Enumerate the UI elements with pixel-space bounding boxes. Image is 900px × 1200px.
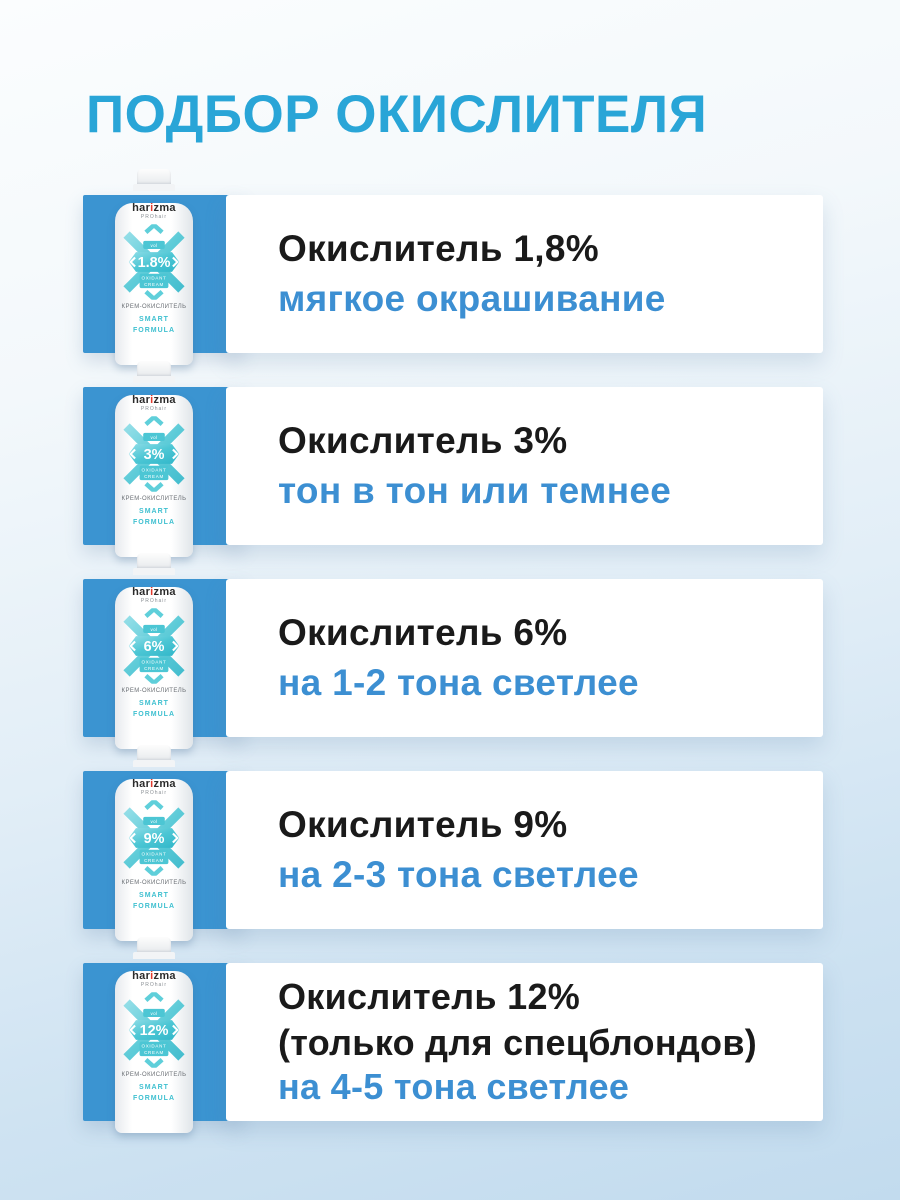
oxidizer-effect: мягкое окрашивание [278, 277, 666, 319]
brand-sub-logo: PROhair [140, 598, 168, 604]
oxidizer-rows: Окислитель 1,8% мягкое окрашивание hariz… [83, 169, 823, 1155]
bottle-cap [137, 169, 171, 185]
oxidizer-bottle-image: harizma PROhair vol 1.8% OXIDANT CREAM К… [107, 169, 201, 365]
svg-text:vol: vol [150, 1011, 157, 1016]
svg-text:OXIDANT: OXIDANT [141, 1044, 166, 1049]
cream-oxidizer-label: КРЕМ-ОКИСЛИТЕЛЬ [121, 880, 187, 886]
brand-logo: harizma [132, 202, 176, 214]
bottle-neck [133, 568, 175, 575]
oxidizer-bottle-image: harizma PROhair vol 6% OXIDANT CREAM КРЕ… [107, 553, 201, 749]
bottle-body: harizma PROhair vol 6% OXIDANT CREAM КРЕ… [115, 587, 193, 749]
bottle-cap [137, 553, 171, 569]
info-card: Окислитель 1,8% мягкое окрашивание [226, 195, 823, 353]
brand-logo: harizma [132, 778, 176, 790]
svg-text:OXIDANT: OXIDANT [141, 468, 166, 473]
oxidizer-title: Окислитель 3% [278, 420, 568, 462]
smart-formula-label: SMART FORMULA [133, 316, 175, 334]
oxidizer-effect: на 1-2 тона светлее [278, 661, 639, 703]
snowflake-label-icon: vol 1.8% OXIDANT CREAM [118, 224, 190, 300]
percent-label: 6% [144, 639, 165, 655]
smart-formula-label: SMART FORMULA [133, 892, 175, 910]
oxidizer-title: Окислитель 9% [278, 804, 568, 846]
oxidizer-row-9: Окислитель 9% на 2-3 тона светлее harizm… [83, 745, 823, 941]
svg-text:OXIDANT: OXIDANT [141, 660, 166, 665]
oxidizer-title: Окислитель 12% [278, 976, 581, 1018]
percent-label: 3% [144, 447, 165, 463]
info-card: Окислитель 6% на 1-2 тона светлее [226, 579, 823, 737]
percent-label: 1.8% [138, 255, 171, 271]
bottle-body: harizma PROhair vol 9% OXIDANT CREAM КРЕ… [115, 779, 193, 941]
snowflake-label-icon: vol 3% OXIDANT CREAM [118, 416, 190, 492]
bottle-neck [133, 376, 175, 383]
oxidizer-effect: тон в тон или темнее [278, 469, 672, 511]
svg-text:CREAM: CREAM [144, 666, 164, 671]
snowflake-label-icon: vol 12% OXIDANT CREAM [118, 992, 190, 1068]
snowflake-label-icon: vol 9% OXIDANT CREAM [118, 800, 190, 876]
svg-text:vol: vol [150, 627, 157, 632]
brand-sub-logo: PROhair [140, 214, 168, 220]
page-title: ПОДБОР ОКИСЛИТЕЛЯ [86, 85, 708, 144]
oxidizer-row-3: Окислитель 3% тон в тон или темнее hariz… [83, 361, 823, 557]
snowflake-label-icon: vol 6% OXIDANT CREAM [118, 608, 190, 684]
bottle-neck [133, 952, 175, 959]
brand-sub-logo: PROhair [140, 982, 168, 988]
oxidizer-row-6: Окислитель 6% на 1-2 тона светлее harizm… [83, 553, 823, 749]
bottle-neck [133, 760, 175, 767]
smart-formula-label: SMART FORMULA [133, 508, 175, 526]
brand-logo: harizma [132, 394, 176, 406]
brand-logo: harizma [132, 586, 176, 598]
info-card: Окислитель 9% на 2-3 тона светлее [226, 771, 823, 929]
svg-text:OXIDANT: OXIDANT [141, 852, 166, 857]
info-card: Окислитель 3% тон в тон или темнее [226, 387, 823, 545]
percent-label: 12% [140, 1023, 169, 1039]
brand-sub-logo: PROhair [140, 790, 168, 796]
oxidizer-row-1.8: Окислитель 1,8% мягкое окрашивание hariz… [83, 169, 823, 365]
bottle-neck [133, 184, 175, 191]
oxidizer-title: Окислитель 1,8% [278, 228, 599, 270]
info-card: Окислитель 12% (только для спецблондов) … [226, 963, 823, 1121]
svg-text:OXIDANT: OXIDANT [141, 276, 166, 281]
svg-text:vol: vol [150, 819, 157, 824]
oxidizer-bottle-image: harizma PROhair vol 3% OXIDANT CREAM КРЕ… [107, 361, 201, 557]
svg-text:CREAM: CREAM [144, 1050, 164, 1055]
svg-text:CREAM: CREAM [144, 858, 164, 863]
smart-formula-label: SMART FORMULA [133, 700, 175, 718]
bottle-cap [137, 937, 171, 953]
svg-text:vol: vol [150, 243, 157, 248]
svg-text:CREAM: CREAM [144, 282, 164, 287]
bottle-body: harizma PROhair vol 1.8% OXIDANT CREAM К… [115, 203, 193, 365]
smart-formula-label: SMART FORMULA [133, 1084, 175, 1102]
brand-sub-logo: PROhair [140, 406, 168, 412]
bottle-body: harizma PROhair vol 12% OXIDANT CREAM КР… [115, 971, 193, 1133]
oxidizer-title: Окислитель 6% [278, 612, 568, 654]
bottle-cap [137, 361, 171, 377]
oxidizer-bottle-image: harizma PROhair vol 9% OXIDANT CREAM КРЕ… [107, 745, 201, 941]
oxidizer-bottle-image: harizma PROhair vol 12% OXIDANT CREAM КР… [107, 937, 201, 1133]
svg-text:CREAM: CREAM [144, 474, 164, 479]
oxidizer-effect: на 2-3 тона светлее [278, 853, 639, 895]
brand-logo: harizma [132, 970, 176, 982]
cream-oxidizer-label: КРЕМ-ОКИСЛИТЕЛЬ [121, 496, 187, 502]
cream-oxidizer-label: КРЕМ-ОКИСЛИТЕЛЬ [121, 688, 187, 694]
oxidizer-effect: на 4-5 тона светлее [278, 1066, 630, 1108]
oxidizer-note: (только для спецблондов) [278, 1021, 758, 1063]
bottle-body: harizma PROhair vol 3% OXIDANT CREAM КРЕ… [115, 395, 193, 557]
cream-oxidizer-label: КРЕМ-ОКИСЛИТЕЛЬ [121, 1072, 187, 1078]
svg-text:vol: vol [150, 435, 157, 440]
bottle-cap [137, 745, 171, 761]
percent-label: 9% [144, 831, 165, 847]
oxidizer-row-12: Окислитель 12% (только для спецблондов) … [83, 937, 823, 1133]
cream-oxidizer-label: КРЕМ-ОКИСЛИТЕЛЬ [121, 304, 187, 310]
